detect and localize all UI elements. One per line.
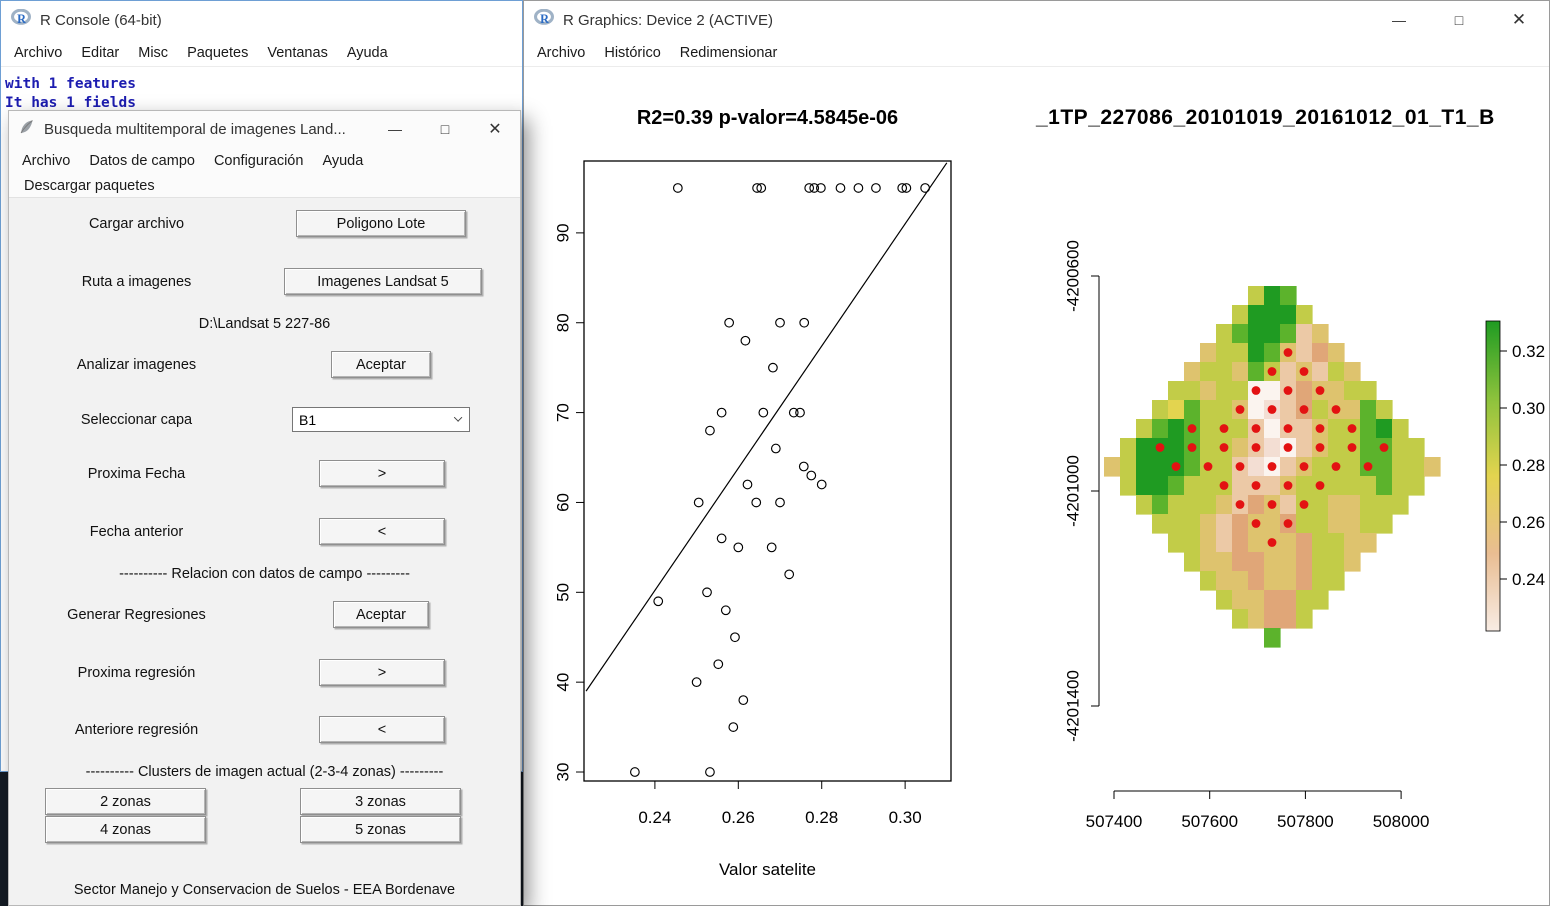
anterior-regresion-label: Anteriore regresión [74, 722, 199, 738]
r-logo-icon: R [534, 8, 554, 31]
dialog-menubar: Archivo Datos de campo Configuración Ayu… [9, 147, 520, 174]
imagenes-landsat-button[interactable]: Imagenes Landsat 5 [284, 268, 482, 295]
row-analizar-imagenes: Analizar imagenes Aceptar [9, 350, 520, 380]
row-cargar-archivo: Cargar archivo Poligono Lote [9, 209, 520, 239]
regresiones-aceptar-button[interactable]: Aceptar [333, 601, 429, 628]
proxima-regresion-label: Proxima regresión [77, 665, 196, 681]
zonas-4-button[interactable]: 4 zonas [45, 816, 206, 843]
graphics-canvas [524, 67, 1549, 905]
row-proxima-fecha: Proxima Fecha > [9, 459, 520, 489]
console-menu-ventanas[interactable]: Ventanas [267, 44, 328, 61]
chevron-down-icon[interactable] [447, 408, 469, 431]
close-icon[interactable]: ✕ [488, 121, 502, 138]
landsat-dialog-window: Busqueda multitemporal de imagenes Land.… [8, 110, 521, 906]
dialog-titlebar[interactable]: Busqueda multitemporal de imagenes Land.… [9, 111, 520, 147]
graphics-menubar: Archivo Histórico Redimensionar [524, 39, 1549, 67]
console-line: It has 1 fields [5, 95, 136, 111]
dialog-menu-ayuda[interactable]: Ayuda [322, 152, 364, 169]
analizar-aceptar-button[interactable]: Aceptar [331, 351, 431, 378]
row-proxima-regresion: Proxima regresión > [9, 658, 520, 688]
analizar-imagenes-label: Analizar imagenes [76, 357, 197, 373]
console-menu-editar[interactable]: Editar [81, 44, 120, 61]
fecha-anterior-button[interactable]: < [319, 518, 445, 545]
dialog-menu-archivo[interactable]: Archivo [22, 152, 71, 169]
zonas-3-button[interactable]: 3 zonas [300, 788, 461, 815]
row-anterior-regresion: Anteriore regresión < [9, 715, 520, 745]
zonas-5-button[interactable]: 5 zonas [300, 816, 461, 843]
capa-select[interactable]: B1 [292, 407, 470, 432]
console-menubar: Archivo Editar Misc Paquetes Ventanas Ay… [1, 39, 522, 67]
console-menu-ayuda[interactable]: Ayuda [346, 44, 388, 61]
separator-clusters: ---------- Clusters de imagen actual (2-… [85, 764, 444, 780]
poligono-lote-button[interactable]: Poligono Lote [296, 210, 466, 237]
maximize-icon[interactable]: □ [1454, 12, 1464, 28]
graphics-titlebar[interactable]: R R Graphics: Device 2 (ACTIVE) — □ ✕ [524, 1, 1549, 39]
zonas-2-button[interactable]: 2 zonas [45, 788, 206, 815]
proxima-regresion-button[interactable]: > [319, 659, 445, 686]
proxima-fecha-label: Proxima Fecha [87, 466, 186, 482]
ruta-imagenes-label: Ruta a imagenes [81, 274, 192, 290]
r-graphics-window: R R Graphics: Device 2 (ACTIVE) — □ ✕ Ar… [523, 0, 1550, 906]
r-logo-icon: R [11, 8, 31, 31]
seleccionar-capa-label: Seleccionar capa [80, 412, 193, 428]
minimize-icon[interactable]: — [1392, 12, 1406, 28]
separator-relacion-datos-campo: ---------- Relacion con datos de campo -… [119, 566, 410, 582]
console-line: with 1 features [5, 76, 136, 92]
dialog-window-controls: — □ ✕ [370, 111, 520, 147]
graphics-window-controls: — □ ✕ [1369, 1, 1549, 39]
row-ruta-imagenes: Ruta a imagenes Imagenes Landsat 5 [9, 267, 520, 297]
graphics-menu-archivo[interactable]: Archivo [537, 44, 586, 61]
row-generar-regresiones: Generar Regresiones Aceptar [9, 600, 520, 630]
row-zonas-2: 4 zonas 5 zonas [9, 815, 520, 845]
anterior-regresion-button[interactable]: < [319, 716, 445, 743]
capa-select-value: B1 [299, 411, 317, 428]
console-menu-archivo[interactable]: Archivo [14, 44, 63, 61]
dialog-window-title: Busqueda multitemporal de imagenes Land.… [44, 120, 346, 138]
console-menu-misc[interactable]: Misc [138, 44, 169, 61]
graphics-menu-redimensionar[interactable]: Redimensionar [679, 44, 778, 61]
minimize-icon[interactable]: — [388, 121, 402, 137]
feather-icon [19, 119, 35, 140]
graphics-window-title: R Graphics: Device 2 (ACTIVE) [563, 11, 774, 29]
console-menu-paquetes[interactable]: Paquetes [187, 44, 249, 61]
row-fecha-anterior: Fecha anterior < [9, 517, 520, 547]
dialog-menu-configuracion[interactable]: Configuración [213, 152, 304, 169]
svg-text:R: R [540, 12, 549, 26]
dialog-footer-text: Sector Manejo y Conservacion de Suelos -… [73, 882, 456, 898]
generar-regresiones-label: Generar Regresiones [67, 607, 206, 623]
fecha-anterior-label: Fecha anterior [89, 524, 184, 540]
close-icon[interactable]: ✕ [1511, 10, 1527, 29]
console-titlebar[interactable]: R R Console (64-bit) [1, 1, 522, 39]
maximize-icon[interactable]: □ [440, 121, 450, 137]
console-window-title: R Console (64-bit) [40, 11, 162, 29]
cargar-archivo-label: Cargar archivo [88, 216, 185, 232]
landsat-path-text: D:\Landsat 5 227-86 [198, 316, 331, 332]
dialog-menu-datos-de-campo[interactable]: Datos de campo [89, 152, 195, 169]
row-zonas-1: 2 zonas 3 zonas [9, 787, 520, 817]
svg-text:R: R [17, 12, 26, 26]
proxima-fecha-button[interactable]: > [319, 460, 445, 487]
dialog-menu-descargar-paquetes[interactable]: Descargar paquetes [9, 174, 520, 198]
row-seleccionar-capa: Seleccionar capa B1 [9, 405, 520, 435]
graphics-menu-historico[interactable]: Histórico [604, 44, 661, 61]
